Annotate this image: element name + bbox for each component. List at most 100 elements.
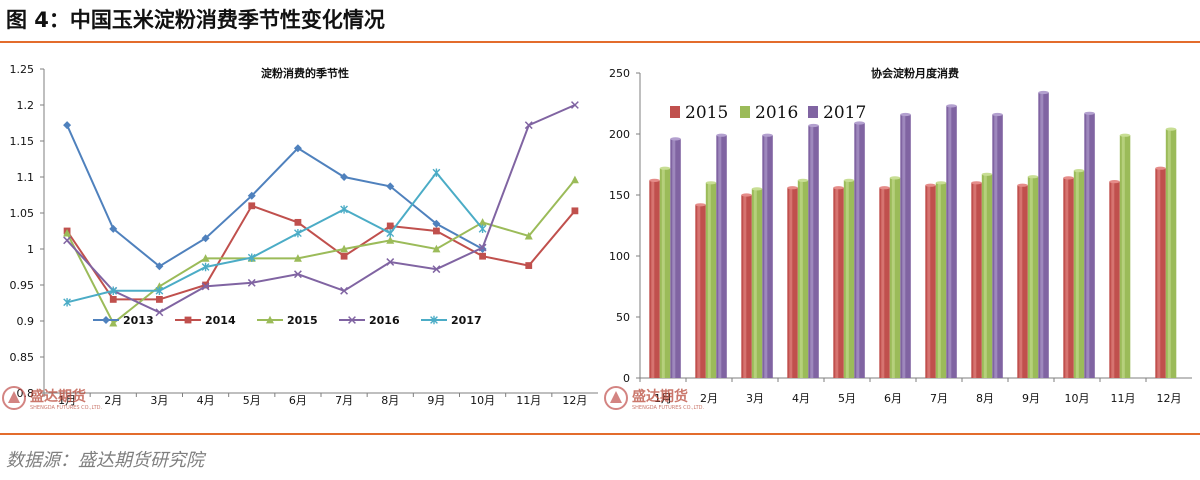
bar-2015 xyxy=(925,185,936,378)
bar-top xyxy=(935,181,947,185)
x-tick-label: 3月 xyxy=(150,394,168,407)
series-2016 xyxy=(659,127,1177,378)
data-point xyxy=(571,207,579,215)
legend-swatch xyxy=(808,106,818,118)
y-tick-label: 1.25 xyxy=(10,63,35,76)
y-tick-label: 150 xyxy=(609,189,630,202)
x-tick-label: 2月 xyxy=(700,392,718,405)
bar-top xyxy=(854,121,865,125)
data-point xyxy=(248,202,256,210)
bar-highlight xyxy=(927,185,931,378)
x-tick-label: 7月 xyxy=(930,392,948,405)
x-tick-label: 4月 xyxy=(792,392,810,405)
legend-label: 2015 xyxy=(287,314,318,327)
data-point xyxy=(247,253,256,262)
data-point xyxy=(63,121,72,130)
bar-2016 xyxy=(705,182,717,378)
bar-2016 xyxy=(1165,129,1177,378)
bar-2015 xyxy=(649,180,660,378)
x-tick-label: 5月 xyxy=(838,392,856,405)
bar-top xyxy=(1073,169,1085,173)
bar-top xyxy=(1063,176,1074,180)
source-note: 数据源：盛达期货研究院 xyxy=(6,450,204,471)
legend-swatch xyxy=(740,106,750,118)
y-tick-label: 1.2 xyxy=(17,99,35,112)
bar-top xyxy=(889,176,901,180)
legend-label: 2017 xyxy=(823,103,866,123)
y-tick-label: 1.15 xyxy=(10,135,35,148)
series-2017 xyxy=(670,90,1095,379)
watermark-subtext: SHENGDA FUTURES CO.,LTD. xyxy=(30,405,103,411)
data-point xyxy=(478,218,487,226)
bar-highlight xyxy=(973,182,977,378)
x-tick-label: 12月 xyxy=(1157,392,1182,405)
x-tick-label: 10月 xyxy=(1065,392,1090,405)
bar-highlight xyxy=(937,182,941,378)
data-point xyxy=(201,234,210,243)
bar-top xyxy=(1027,175,1039,179)
bar-2015 xyxy=(833,187,844,378)
watermark-logo-mark xyxy=(610,391,622,403)
bar-top xyxy=(1155,166,1166,170)
series-2017 xyxy=(63,168,487,307)
watermark-subtext: SHENGDA FUTURES CO.,LTD. xyxy=(632,405,705,411)
bar-2017 xyxy=(1038,92,1049,378)
data-point xyxy=(293,254,302,262)
bar-2015 xyxy=(1155,168,1166,378)
x-tick-label: 2月 xyxy=(104,394,122,407)
data-point xyxy=(109,296,117,303)
legend-item-2016: 2016 xyxy=(740,103,798,123)
bar-highlight xyxy=(764,135,768,378)
bar-top xyxy=(925,183,936,187)
legend-swatch xyxy=(670,106,680,118)
figure-title: 图 4：中国玉米淀粉消费季节性变化情况 xyxy=(6,8,385,32)
bar-2015 xyxy=(971,182,982,378)
data-point xyxy=(478,245,487,253)
series-line-2017 xyxy=(66,171,484,304)
data-point xyxy=(386,258,395,266)
bar-2016 xyxy=(843,180,855,378)
series-line-2013 xyxy=(66,124,484,268)
bar-highlight xyxy=(994,114,998,378)
bar-highlight xyxy=(1019,185,1023,378)
bar-2016 xyxy=(1119,135,1131,378)
data-point xyxy=(570,175,579,184)
legend-swatch-marker xyxy=(348,316,356,324)
bottom-rule xyxy=(0,433,1200,435)
data-point xyxy=(340,286,349,295)
y-tick-label: 100 xyxy=(609,250,630,263)
data-point xyxy=(340,244,349,253)
bar-highlight xyxy=(651,180,655,378)
bar-highlight xyxy=(1111,181,1115,378)
series-2015 xyxy=(649,166,1166,378)
x-tick-label: 6月 xyxy=(289,394,307,407)
legend-item-2015: 2015 xyxy=(257,314,318,327)
bar-2015 xyxy=(1017,185,1028,378)
bar-2016 xyxy=(659,168,671,378)
bar-highlight xyxy=(983,174,987,378)
x-tick-label: 3月 xyxy=(746,392,764,405)
data-point xyxy=(202,281,209,289)
x-tick-label: 1月 xyxy=(58,394,76,407)
bar-2016 xyxy=(935,182,947,378)
data-point xyxy=(479,252,486,260)
bar-highlight xyxy=(707,182,711,378)
data-point xyxy=(386,182,395,191)
bar-top xyxy=(762,133,773,137)
bar-highlight xyxy=(753,188,757,378)
bar-2017 xyxy=(992,114,1003,378)
data-point xyxy=(478,224,487,234)
bar-2016 xyxy=(797,180,809,378)
x-tick-label: 9月 xyxy=(1022,392,1040,405)
y-tick-label: 0.95 xyxy=(10,279,35,292)
data-point xyxy=(247,278,256,287)
bar-2017 xyxy=(762,135,773,378)
legend-item-2013: 2013 xyxy=(93,314,154,327)
chart-title: 协会淀粉月度消费 xyxy=(871,66,959,80)
y-tick-label: 200 xyxy=(609,128,630,141)
bar-2015 xyxy=(1109,181,1120,378)
bar-2016 xyxy=(981,174,993,378)
legend-swatch-marker xyxy=(184,316,192,324)
bar-top xyxy=(797,178,809,182)
series-line-2014 xyxy=(66,204,576,301)
